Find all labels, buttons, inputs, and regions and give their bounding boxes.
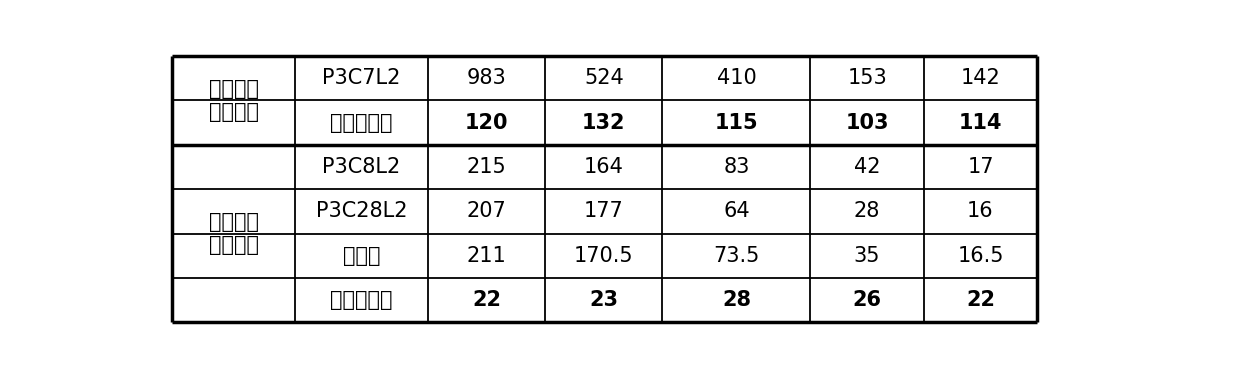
Text: 114: 114 [959, 113, 1002, 133]
Text: 170.5: 170.5 [574, 246, 634, 266]
Text: 983: 983 [466, 68, 506, 88]
Text: 同期合格液: 同期合格液 [330, 113, 393, 133]
Text: P3C7L2: P3C7L2 [322, 68, 401, 88]
Text: 524: 524 [584, 68, 624, 88]
Text: 83: 83 [723, 157, 750, 177]
Text: 17: 17 [967, 157, 993, 177]
Text: 410: 410 [717, 68, 756, 88]
Text: 35: 35 [854, 246, 880, 266]
Text: 同期合格液: 同期合格液 [330, 290, 393, 310]
Text: 103: 103 [846, 113, 889, 133]
Text: 22: 22 [966, 290, 994, 310]
Text: 211: 211 [466, 246, 506, 266]
Text: 207: 207 [466, 202, 506, 221]
Text: 73.5: 73.5 [713, 246, 760, 266]
Text: 132: 132 [582, 113, 625, 133]
Text: 115: 115 [714, 113, 758, 133]
Text: 22: 22 [472, 290, 501, 310]
Text: 120: 120 [465, 113, 508, 133]
Text: 153: 153 [847, 68, 887, 88]
Text: 本发明设
计新工艺: 本发明设 计新工艺 [208, 212, 259, 255]
Text: 42: 42 [854, 157, 880, 177]
Text: 26: 26 [853, 290, 882, 310]
Text: 28: 28 [722, 290, 751, 310]
Text: 原有常规
喷淋工艺: 原有常规 喷淋工艺 [208, 79, 259, 122]
Text: 215: 215 [466, 157, 506, 177]
Text: 142: 142 [961, 68, 1001, 88]
Text: 28: 28 [854, 202, 880, 221]
Text: 64: 64 [723, 202, 750, 221]
Text: 23: 23 [589, 290, 619, 310]
Text: 164: 164 [584, 157, 624, 177]
Text: 16.5: 16.5 [957, 246, 1003, 266]
Text: P3C28L2: P3C28L2 [316, 202, 408, 221]
Text: 16: 16 [967, 202, 993, 221]
Text: 177: 177 [584, 202, 624, 221]
Text: 平均值: 平均值 [343, 246, 381, 266]
Text: P3C8L2: P3C8L2 [322, 157, 401, 177]
